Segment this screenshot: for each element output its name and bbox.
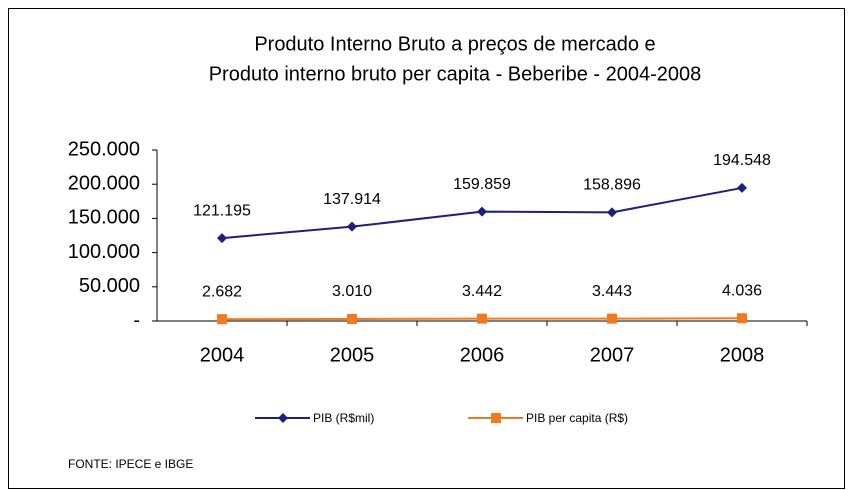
chart-frame (8, 8, 845, 489)
chart-title: Produto Interno Bruto a preços de mercad… (254, 33, 655, 55)
y-tick-label: 100.000 (68, 241, 140, 263)
x-tick-label: 2004 (200, 344, 245, 366)
point-marker (737, 313, 747, 324)
legend-label: PIB per capita (R$) (526, 411, 628, 425)
data-label: 137.914 (323, 191, 381, 208)
point-marker (217, 314, 227, 325)
y-tick-label: 50.000 (79, 275, 140, 297)
data-label: 3.442 (462, 283, 502, 300)
chart-subtitle: Produto interno bruto per capita - Beber… (209, 63, 702, 85)
point-marker (477, 313, 487, 324)
point-marker (607, 207, 617, 218)
data-label: 4.036 (722, 282, 762, 299)
data-label: 2.682 (202, 283, 242, 300)
x-tick-label: 2008 (720, 344, 765, 366)
y-tick-label: - (133, 309, 140, 331)
data-label: 3.010 (332, 283, 372, 300)
source-note: FONTE: IPECE e IBGE (68, 457, 193, 471)
y-tick-label: 150.000 (68, 207, 140, 229)
legend-marker (278, 413, 288, 423)
data-label: 158.896 (583, 177, 641, 194)
y-tick-label: 250.000 (68, 138, 140, 160)
data-label: 194.548 (713, 152, 771, 169)
legend-marker (491, 413, 501, 423)
x-tick-label: 2007 (590, 344, 635, 366)
data-label: 121.195 (193, 202, 251, 219)
legend-label: PIB (R$mil) (313, 411, 374, 425)
y-tick-label: 200.000 (68, 172, 140, 194)
data-label: 159.859 (453, 176, 511, 193)
point-marker (607, 313, 617, 324)
data-label: 3.443 (592, 283, 632, 300)
x-tick-label: 2005 (330, 344, 375, 366)
x-tick-label: 2006 (460, 344, 505, 366)
point-marker (347, 221, 357, 232)
point-marker (217, 233, 227, 244)
point-marker (477, 206, 487, 217)
point-marker (347, 313, 357, 324)
point-marker (737, 182, 747, 193)
